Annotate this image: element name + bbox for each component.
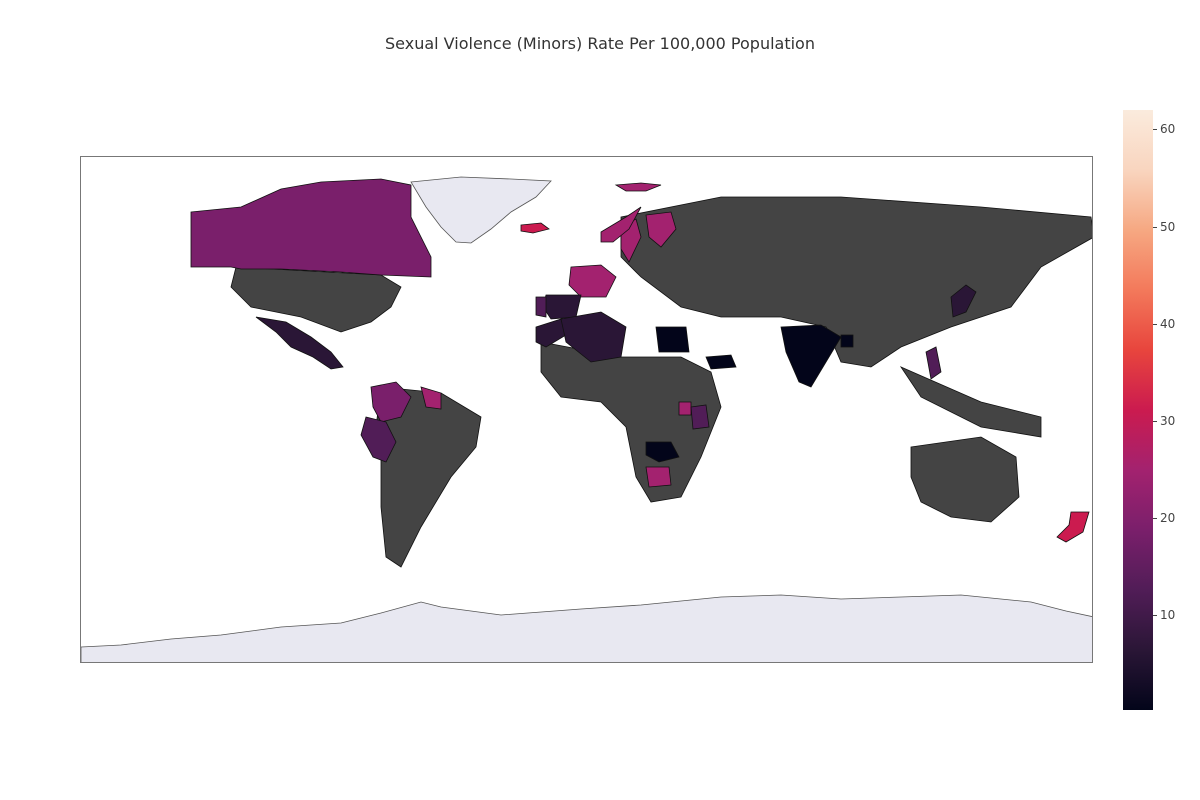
region-norway[interactable]: Norway: [600, 206, 642, 243]
map-frame[interactable]: Canada Mexico ColombiaPeru Guyana FranceSpai…: [80, 156, 1093, 663]
region-egypt[interactable]: Egypt: [655, 326, 690, 353]
region-uganda[interactable]: Uganda: [678, 401, 692, 416]
colorbar-tick-mark: [1153, 420, 1157, 422]
no-data-land-4[interactable]: [899, 366, 1042, 438]
colorbar-tick-label: 50: [1160, 219, 1176, 234]
no-data-land-2[interactable]: [540, 341, 722, 503]
colorbar-tick-mark: [1153, 517, 1157, 519]
colorbar-tick-mark: [1153, 614, 1157, 616]
region-portugal[interactable]: Portugal: [535, 296, 547, 318]
colorbar-tick-label: 40: [1160, 316, 1176, 331]
no-data-land-3[interactable]: [620, 196, 1093, 368]
colorbar-tick-mark: [1153, 323, 1157, 325]
region-philippines[interactable]: Philippines: [925, 346, 942, 380]
region-india[interactable]: India: [780, 324, 842, 388]
colorbar-tick-label: 20: [1160, 510, 1176, 525]
colorbar-tick-label: 60: [1160, 122, 1176, 137]
region-svalbard[interactable]: Svalbard: [614, 182, 662, 192]
region-spain[interactable]: Spain: [542, 294, 582, 320]
region-iceland[interactable]: Iceland: [520, 222, 550, 234]
colorbar: [1123, 110, 1153, 710]
colorbar-tick-label: 10: [1160, 607, 1176, 622]
region-france[interactable]: France: [568, 264, 617, 298]
region-kenya[interactable]: Kenya: [690, 404, 710, 430]
world-map[interactable]: Canada Mexico ColombiaPeru Guyana FranceSpai…: [81, 157, 1093, 663]
region-mexico[interactable]: Mexico: [255, 316, 344, 370]
region-greenland[interactable]: [410, 176, 552, 244]
colorbar-tick-mark: [1153, 129, 1157, 131]
region-guyana[interactable]: Guyana: [420, 386, 442, 410]
region-peru[interactable]: Peru: [360, 416, 397, 463]
colorbar-tick-mark: [1153, 226, 1157, 228]
region-colombia[interactable]: Colombia: [370, 381, 412, 423]
chart-title: Sexual Violence (Minors) Rate Per 100,00…: [385, 34, 815, 53]
region-antarctica[interactable]: [81, 594, 1093, 663]
region-morocco[interactable]: Morocco: [535, 318, 567, 348]
region-finland[interactable]: Finland: [645, 211, 677, 248]
region-canada[interactable]: Canada: [190, 178, 432, 278]
no-data-land-0[interactable]: [230, 266, 402, 333]
region-algeria[interactable]: Algeria: [560, 311, 627, 363]
region-japan[interactable]: Japan: [950, 284, 977, 318]
region-zambia[interactable]: Zambia: [645, 441, 680, 463]
region-bangladesh[interactable]: Bangladesh: [840, 334, 854, 348]
region-botswana[interactable]: Botswana: [645, 466, 672, 488]
region-yemen[interactable]: Yemen: [705, 354, 737, 370]
region-new-zealand[interactable]: New Zealand: [1056, 511, 1090, 543]
colorbar-gradient: [1123, 110, 1153, 710]
colorbar-tick-label: 30: [1160, 413, 1176, 428]
no-data-land-5[interactable]: [910, 436, 1020, 523]
